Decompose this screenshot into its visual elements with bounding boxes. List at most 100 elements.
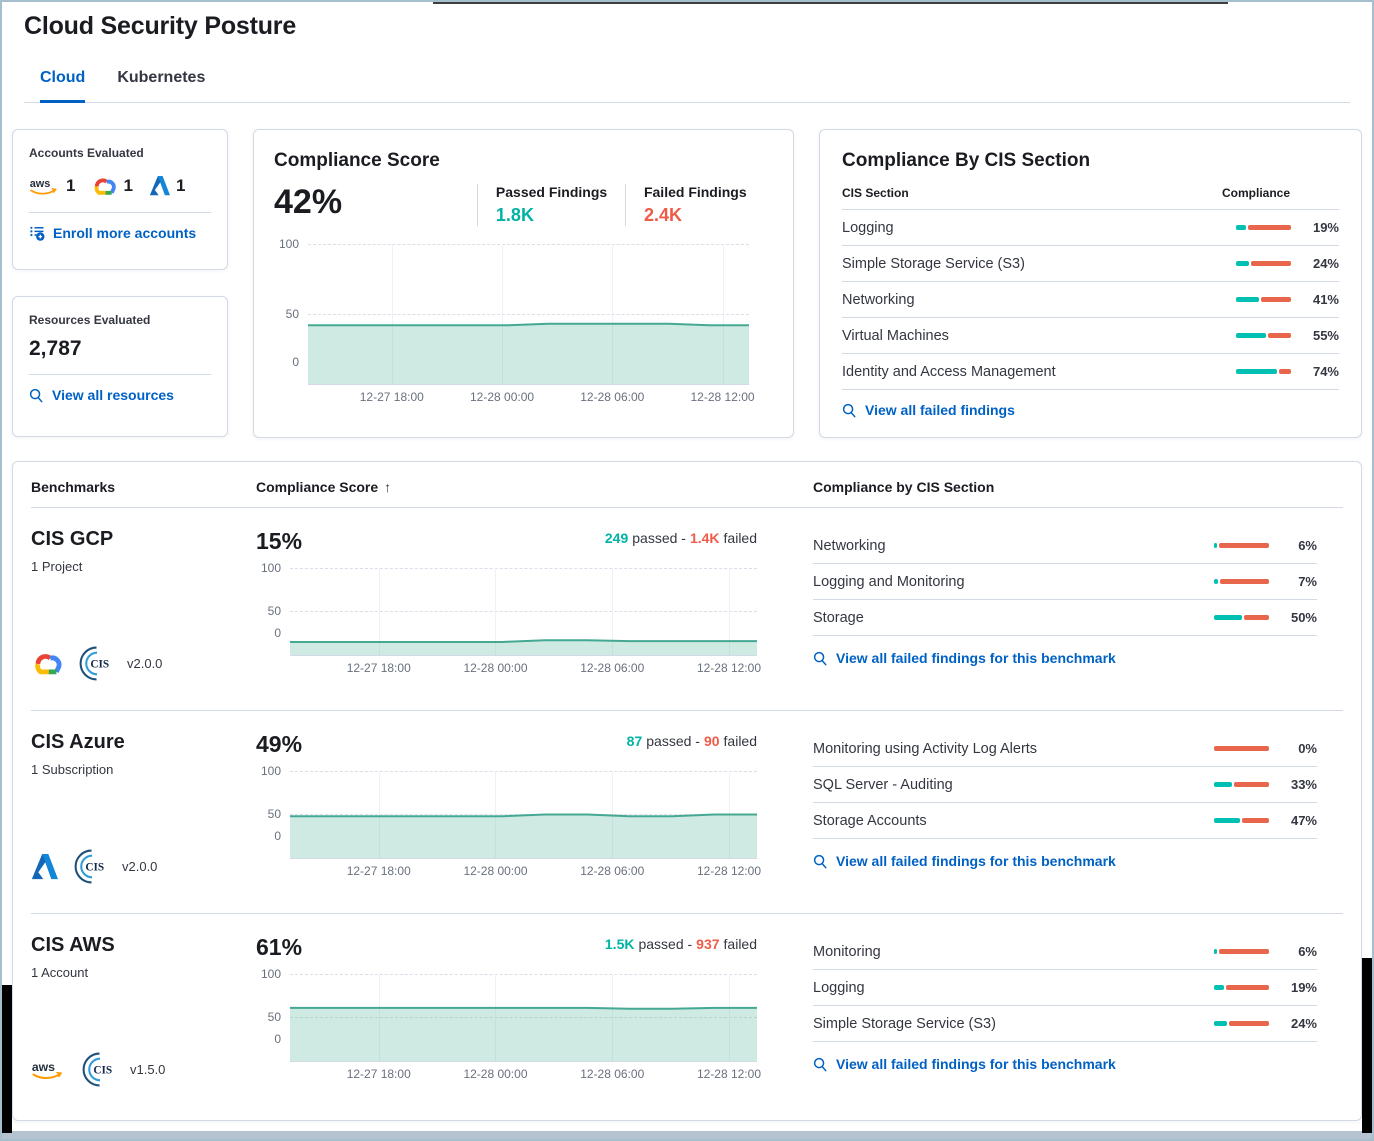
compliance-percentage: 19% [1290, 980, 1317, 995]
view-all-failed-findings-link[interactable]: View all failed findings [842, 402, 1015, 418]
y-axis-label: 100 [260, 763, 281, 778]
benchmark-score: 15% [256, 528, 303, 554]
x-axis-label: 12-27 18:00 [359, 390, 424, 404]
compliance-percentage: 74% [1312, 364, 1339, 379]
benchmark-version: v2.0.0 [127, 656, 163, 671]
resources-evaluated-card: Resources Evaluated 2,787 View all resou… [12, 296, 228, 437]
x-axis-label: 12-28 00:00 [463, 660, 528, 675]
x-axis-label: 12-27 18:00 [346, 1066, 411, 1081]
cis-section-row: Monitoring using Activity Log Alerts 0% [813, 731, 1317, 767]
x-axis-label: 12-28 12:00 [696, 660, 761, 675]
x-axis-label: 12-28 00:00 [470, 390, 535, 404]
x-axis-label: 12-27 18:00 [346, 660, 411, 675]
y-axis-label: 100 [260, 966, 281, 981]
compliance-by-cis-section-card: Compliance By CIS Section CIS Section Co… [819, 129, 1362, 438]
compliance-bar [1214, 746, 1269, 751]
search-icon [813, 1057, 828, 1072]
cis-section-label: Logging [813, 979, 865, 996]
compliance-percentage: 19% [1312, 220, 1339, 235]
resources-evaluated-title: Resources Evaluated [29, 313, 151, 327]
compliance-percentage: 7% [1298, 574, 1317, 589]
gcp-icon [91, 176, 118, 197]
compliance-score-column-header[interactable]: Compliance Score ↑ [256, 479, 392, 495]
screen-edge-black-left [2, 985, 12, 1133]
compliance-bar [1214, 579, 1269, 584]
divider [29, 374, 211, 375]
x-axis-label: 12-28 00:00 [463, 863, 528, 878]
y-axis-label: 100 [278, 237, 299, 251]
y-axis-label: 0 [292, 355, 299, 369]
cis-section-row: SQL Server - Auditing 33% [813, 767, 1317, 803]
azure-icon [31, 853, 59, 880]
search-icon [842, 403, 857, 418]
x-axis-label: 12-28 00:00 [463, 1066, 528, 1081]
cis-section-label: Storage [813, 609, 864, 626]
gcp-account-count: 1 [91, 176, 133, 197]
passed-findings-stat: Passed Findings 1.8K [476, 184, 625, 226]
passed-failed-summary: 87 passed - 90 failed [626, 733, 757, 749]
compliance-bar [1214, 543, 1269, 548]
cis-section-label: Logging and Monitoring [813, 573, 965, 590]
compliance-bar [1236, 369, 1291, 374]
cis-logo-icon: CIS [80, 1051, 117, 1088]
x-axis-label: 12-27 18:00 [346, 863, 411, 878]
x-axis-label: 12-28 06:00 [580, 390, 645, 404]
benchmark-score: 61% [256, 934, 303, 960]
passed-findings-value: 1.8K [495, 205, 534, 225]
benchmark-trend-chart: 100 50 0 12-27 18:00 12-28 00:00 12-28 06:00 1… [256, 764, 761, 882]
compliance-column-header: Compliance [1222, 186, 1291, 200]
cis-section-row: Networking 41% [842, 282, 1339, 318]
compliance-bar [1236, 333, 1291, 338]
cis-section-label: Networking [842, 291, 915, 308]
view-failed-findings-benchmark-link[interactable]: View all failed findings for this benchm… [813, 853, 1116, 869]
cis-section-row: Networking 6% [813, 528, 1317, 564]
accounts-evaluated-title: Accounts Evaluated [29, 146, 144, 160]
tab-cloud[interactable]: Cloud [40, 69, 86, 103]
svg-text:CIS: CIS [90, 659, 109, 671]
cis-section-row: Logging 19% [813, 970, 1317, 1006]
tab-bar: Cloud Kubernetes [24, 69, 1350, 103]
compliance-bar [1214, 818, 1269, 823]
resources-count: 2,787 [29, 337, 82, 360]
cis-section-label: Simple Storage Service (S3) [813, 1015, 996, 1032]
view-failed-findings-benchmark-link[interactable]: View all failed findings for this benchm… [813, 650, 1116, 666]
page-header: Cloud Security Posture Cloud Kubernetes [0, 0, 1374, 103]
svg-text:aws: aws [32, 1059, 55, 1073]
cis-section-label: Monitoring [813, 943, 881, 960]
view-all-resources-link[interactable]: View all resources [29, 387, 174, 403]
benchmark-scope: 1 Subscription [31, 762, 114, 777]
cis-section-row: Virtual Machines 55% [842, 318, 1339, 354]
compliance-score-value: 42% [274, 183, 343, 221]
benchmark-trend-chart: 100 50 0 12-27 18:00 12-28 00:00 12-28 06:00 1… [256, 561, 761, 679]
compliance-percentage: 33% [1290, 777, 1317, 792]
compliance-by-cis-section-column-header: Compliance by CIS Section [813, 479, 995, 495]
svg-text:aws: aws [30, 178, 51, 190]
benchmark-name: CIS AWS [31, 934, 115, 956]
y-axis-label: 0 [274, 625, 281, 640]
y-axis-label: 50 [267, 1010, 281, 1025]
svg-text:CIS: CIS [93, 1065, 112, 1077]
tab-kubernetes[interactable]: Kubernetes [117, 69, 206, 86]
view-failed-findings-benchmark-link[interactable]: View all failed findings for this benchm… [813, 1056, 1116, 1072]
y-axis-label: 0 [274, 1031, 281, 1046]
aws-account-count: aws 1 [29, 176, 76, 195]
y-axis-label: 50 [267, 807, 281, 822]
y-axis-label: 50 [267, 604, 281, 619]
cis-section-label: Virtual Machines [842, 327, 949, 344]
cis-section-label: Simple Storage Service (S3) [842, 255, 1025, 272]
summary-cards-row: Accounts Evaluated aws 1 1 [12, 129, 1362, 438]
search-icon [813, 854, 828, 869]
window-edge-artifact [433, 2, 1228, 4]
cis-logo-icon: CIS [77, 645, 114, 682]
benchmark-score: 49% [256, 731, 303, 757]
cis-logo-icon: CIS [72, 848, 109, 885]
divider [29, 212, 211, 213]
cis-section-table: Logging 19% Simple Storage Service (S3) 24%… [842, 210, 1339, 390]
accounts-evaluated-card: Accounts Evaluated aws 1 1 [12, 129, 228, 270]
benchmark-version: v2.0.0 [122, 859, 158, 874]
enroll-more-accounts-link[interactable]: Enroll more accounts [29, 225, 196, 241]
cis-section-label: Monitoring using Activity Log Alerts [813, 740, 1038, 757]
benchmark-cis-sections: Monitoring using Activity Log Alerts 0% SQ… [813, 731, 1317, 839]
screen-edge-bottom-bar [2, 1131, 1372, 1139]
